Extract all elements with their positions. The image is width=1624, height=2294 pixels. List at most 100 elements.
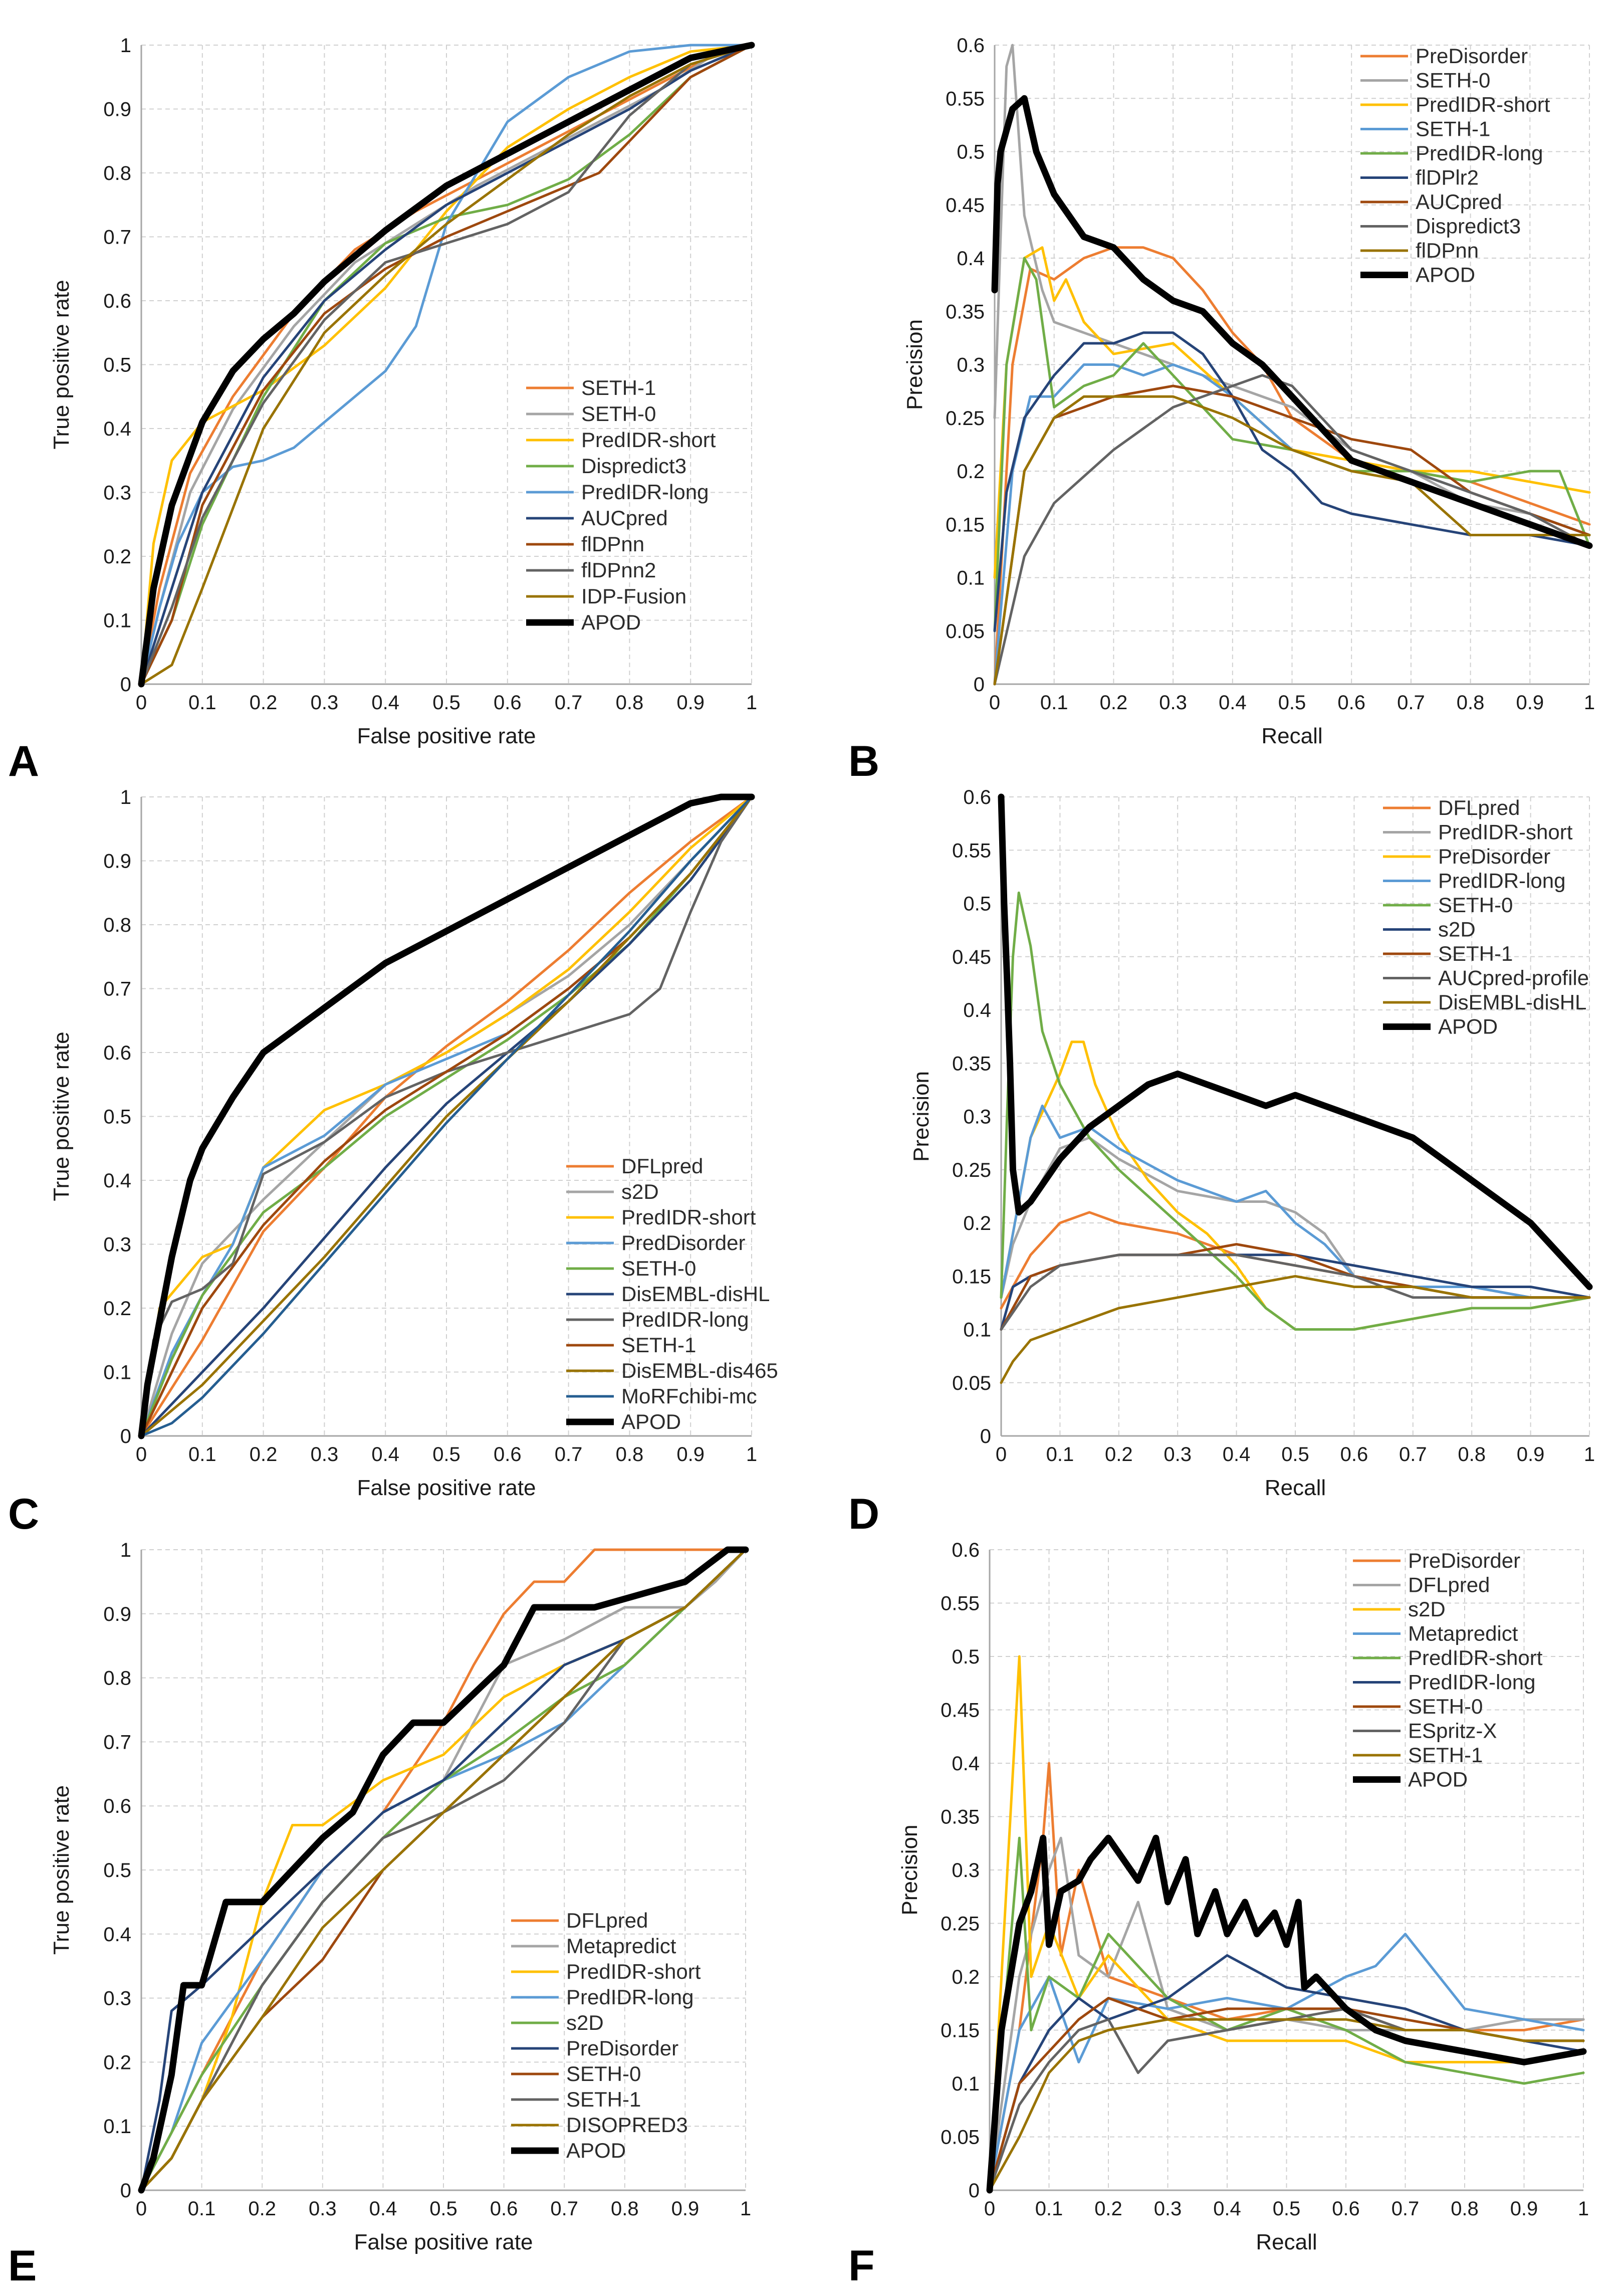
- panel-d-x-tick: 0.6: [1340, 1443, 1368, 1466]
- panel-a-legend-label: IDP-Fusion: [581, 584, 686, 608]
- panel-e-legend-label: SETH-0: [566, 2062, 641, 2086]
- panel-e-y-tick: 0.3: [103, 1988, 131, 2010]
- panel-f-x-tick: 0.5: [1273, 2198, 1301, 2220]
- panel-f-legend-label: SETH-1: [1408, 1743, 1483, 1767]
- panel-b-x-tick: 0.3: [1159, 692, 1187, 714]
- panel-d-y-tick: 0.45: [952, 946, 991, 968]
- panel-b-series-fldpnn: [993, 395, 1591, 686]
- panel-d-x-tick: 0.8: [1458, 1443, 1486, 1466]
- panel-a-legend-label: SETH-1: [581, 376, 656, 399]
- panel-e-x-tick: 0.3: [309, 2198, 337, 2220]
- panel-a-legend-label: PredIDR-long: [581, 480, 709, 504]
- panel-f-series-seth-1: [988, 2018, 1585, 2192]
- panel-c-y-tick: 0.2: [103, 1298, 131, 1320]
- panel-c-y-tick: 0.6: [103, 1042, 131, 1064]
- panel-f-series-apod: [986, 1834, 1587, 2194]
- panel-c-legend-label: PredDisorder: [621, 1231, 745, 1255]
- panel-b-x-tick: 0.7: [1397, 692, 1425, 714]
- panel-c-legend-label: SETH-0: [621, 1257, 696, 1280]
- panel-d-x-tick: 0.5: [1281, 1443, 1309, 1466]
- panel-a-series-fldpnn: [140, 44, 753, 686]
- panel-c-y-tick: 0.4: [103, 1170, 131, 1192]
- panel-f-x-tick: 0.1: [1035, 2198, 1063, 2220]
- panel-a-y-tick: 0.2: [103, 546, 131, 568]
- panel-d-x-tick: 0.9: [1517, 1443, 1545, 1466]
- panel-c-y-tick: 1: [120, 786, 131, 808]
- panel-e-legend-label: PreDisorder: [566, 2036, 678, 2060]
- panel-b-y-tick: 0.2: [957, 461, 985, 483]
- panel-d-label: D: [848, 1490, 879, 1538]
- panel-b-label: B: [848, 737, 879, 785]
- panel-b-y-tick: 0.55: [946, 88, 985, 110]
- panel-b-y-tick: 0.25: [946, 407, 985, 430]
- panel-c-x-tick: 0.5: [432, 1443, 460, 1466]
- panel-c-y-tick: 0.9: [103, 851, 131, 873]
- panel-a-x-axis-title: False positive rate: [357, 724, 536, 748]
- panel-b-series-predidr-long: [993, 257, 1591, 633]
- panel-b-x-tick: 0.4: [1219, 692, 1247, 714]
- panel-d-y-tick: 0.55: [952, 840, 991, 862]
- panel-e-series-disopred3: [140, 1548, 747, 2192]
- panel-d-y-axis-title: Precision: [909, 1071, 934, 1162]
- panel-f-x-tick: 1: [1578, 2198, 1589, 2220]
- panel-e-legend-label: s2D: [566, 2011, 604, 2034]
- panel-d-series-disembl-dishl: [1000, 1275, 1591, 1384]
- panel-a-x-tick: 0.5: [432, 692, 460, 714]
- panel-e-legend-label: DISOPRED3: [566, 2113, 688, 2137]
- panel-a-x-tick: 0.8: [616, 692, 644, 714]
- panel-f-legend-label: APOD: [1408, 1768, 1468, 1791]
- panel-b-y-tick: 0.4: [957, 248, 985, 270]
- panel-c-legend-label: DisEMBL-disHL: [621, 1282, 770, 1306]
- panel-e-y-tick: 0.2: [103, 2051, 131, 2073]
- panel-b-x-tick: 0.6: [1337, 692, 1365, 714]
- panel-c-y-tick: 0.1: [103, 1362, 131, 1384]
- panel-f-y-tick: 0.45: [941, 1700, 980, 1722]
- panel-f-x-tick: 0.2: [1094, 2198, 1122, 2220]
- panel-d-series-apod: [998, 793, 1593, 1290]
- panel-a-series-apod: [138, 42, 755, 688]
- panel-a-series-predidr-short: [140, 44, 753, 686]
- panel-b-y-tick: 0.1: [957, 567, 985, 589]
- panel-b-y-tick: 0.5: [957, 141, 985, 163]
- panel-e-legend-label: APOD: [566, 2139, 626, 2162]
- panel-b-y-axis-title: Precision: [902, 319, 927, 410]
- panel-a-y-axis-title: True positive rate: [49, 280, 74, 449]
- panel-a-y-tick: 0.7: [103, 227, 131, 249]
- panel-d-x-tick: 0.1: [1046, 1443, 1074, 1466]
- panel-c-legend-label: PredIDR-long: [621, 1308, 749, 1331]
- panel-e-legend-label: SETH-1: [566, 2088, 641, 2111]
- panel-f-x-tick: 0.3: [1154, 2198, 1182, 2220]
- panel-b-y-tick: 0.3: [957, 354, 985, 376]
- panel-c-x-tick: 0: [136, 1443, 147, 1466]
- panel-c-series-apod: [138, 793, 755, 1439]
- panel-d-x-tick: 1: [1584, 1443, 1595, 1466]
- panel-d-legend-label: SETH-0: [1438, 893, 1513, 917]
- panel-a-y-tick: 0.4: [103, 418, 131, 440]
- panel-a-x-tick: 0.2: [250, 692, 278, 714]
- panel-d-y-tick: 0.35: [952, 1053, 991, 1075]
- panel-b-y-tick: 0.05: [946, 620, 985, 643]
- panel-b-series-fldplr2: [993, 331, 1591, 633]
- panel-c-series-disembl-dis465: [140, 795, 753, 1437]
- panel-c-x-tick: 0.3: [311, 1443, 339, 1466]
- panel-f-legend-label: s2D: [1408, 1597, 1446, 1621]
- panel-a-x-tick: 0.6: [494, 692, 522, 714]
- panel-b-x-tick: 0.1: [1040, 692, 1068, 714]
- panel-e-legend-label: PredIDR-long: [566, 1985, 693, 2009]
- panel-a-series-dispredict3: [140, 44, 753, 686]
- panel-d-legend-label: s2D: [1438, 918, 1476, 941]
- panel-a-legend-label: flDPnn: [581, 532, 644, 556]
- panel-f-y-tick: 0.15: [941, 2020, 980, 2042]
- panel-f-label: F: [848, 2242, 875, 2290]
- panel-f-y-tick: 0.35: [941, 1806, 980, 1828]
- panel-d-legend-label: DFLpred: [1438, 796, 1520, 819]
- panel-c-legend-label: PredIDR-short: [621, 1205, 756, 1229]
- panel-f-legend-label: PredIDR-long: [1408, 1671, 1535, 1694]
- panel-a-x-tick: 1: [746, 692, 757, 714]
- panel-f-x-tick: 0.6: [1332, 2198, 1360, 2220]
- panel-a-y-tick: 0.8: [103, 162, 131, 184]
- panel-e-y-tick: 0.7: [103, 1731, 131, 1753]
- panel-b-legend-label: AUCpred: [1416, 190, 1502, 214]
- panel-b-x-tick: 0.2: [1100, 692, 1128, 714]
- panel-b-y-tick: 0.15: [946, 514, 985, 536]
